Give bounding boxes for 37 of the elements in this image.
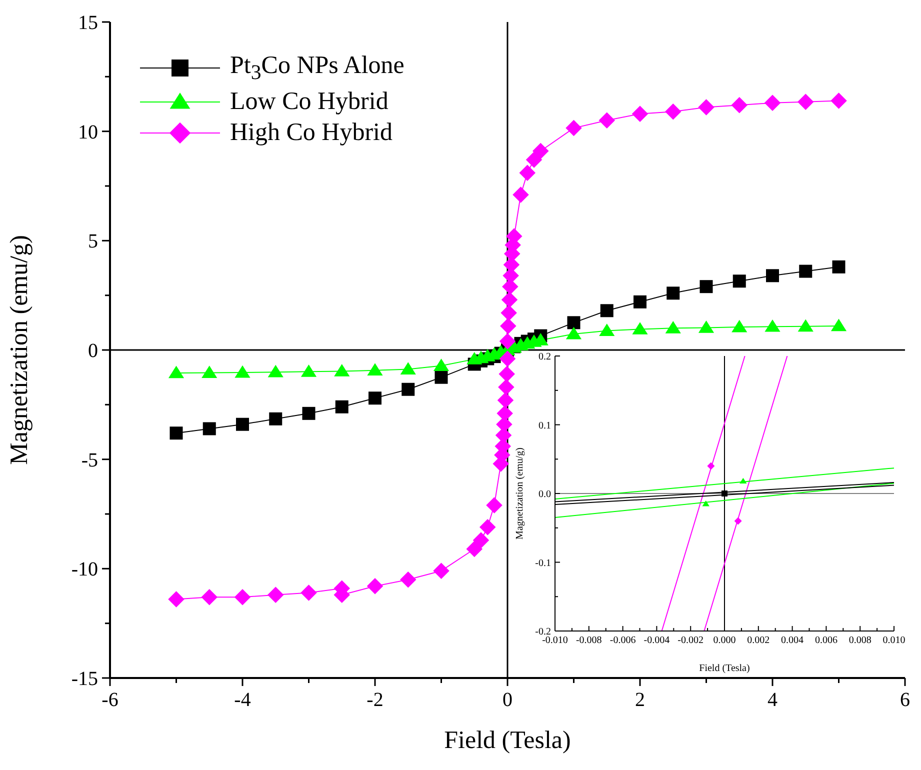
- x-tick-label: -2: [366, 689, 384, 711]
- y-tick-label: 0: [88, 340, 98, 362]
- y-tick-label: -10: [71, 558, 98, 581]
- x-tick-label: 0.006: [814, 635, 838, 646]
- y-tick-label: -0.1: [535, 558, 551, 569]
- y-tick-label: 10: [78, 121, 98, 144]
- x-tick-label: -0.004: [644, 635, 670, 646]
- y-tick-label: 0.0: [538, 489, 551, 500]
- x-tick-label: -0.010: [542, 635, 568, 646]
- x-tick-label: -6: [102, 689, 118, 711]
- x-axis-title: Field (Tesla): [699, 663, 750, 674]
- y-tick-label: -0.2: [535, 626, 551, 638]
- x-tick-label: 0.002: [747, 635, 770, 646]
- y-tick-label: -15: [71, 668, 98, 690]
- x-tick-label: -0.006: [610, 635, 636, 646]
- y-axis-title: Magnetization (emu/g): [514, 448, 526, 540]
- x-tick-label: -0.002: [678, 635, 704, 646]
- x-tick-label: 4: [768, 689, 778, 711]
- y-tick-label: 0.1: [538, 420, 551, 432]
- x-tick-label: 0.004: [781, 635, 804, 646]
- legend-label: High Co Hybrid: [230, 119, 392, 147]
- legend-label: Low Co Hybrid: [230, 88, 388, 116]
- y-tick-label: 0.2: [538, 352, 551, 362]
- x-tick-label: 2: [635, 689, 645, 711]
- y-tick-label: -5: [81, 449, 98, 472]
- x-tick-label: 0: [502, 689, 512, 711]
- x-tick-label: 6: [900, 689, 910, 711]
- y-tick-label: 15: [78, 12, 98, 34]
- x-tick-label: -4: [234, 689, 251, 711]
- y-tick-label: 5: [88, 230, 98, 253]
- y-axis-title: Magnetization (emu/g): [6, 235, 33, 465]
- x-axis-title: Field (Tesla): [444, 727, 571, 754]
- x-tick-label: 0.008: [848, 635, 872, 646]
- legend-label: Pt$_{3}$Co NPs Alone: [230, 52, 404, 84]
- x-tick-label: 0.010: [882, 635, 906, 646]
- x-tick-label: -0.008: [576, 635, 602, 646]
- x-tick-label: 0.000: [713, 635, 736, 646]
